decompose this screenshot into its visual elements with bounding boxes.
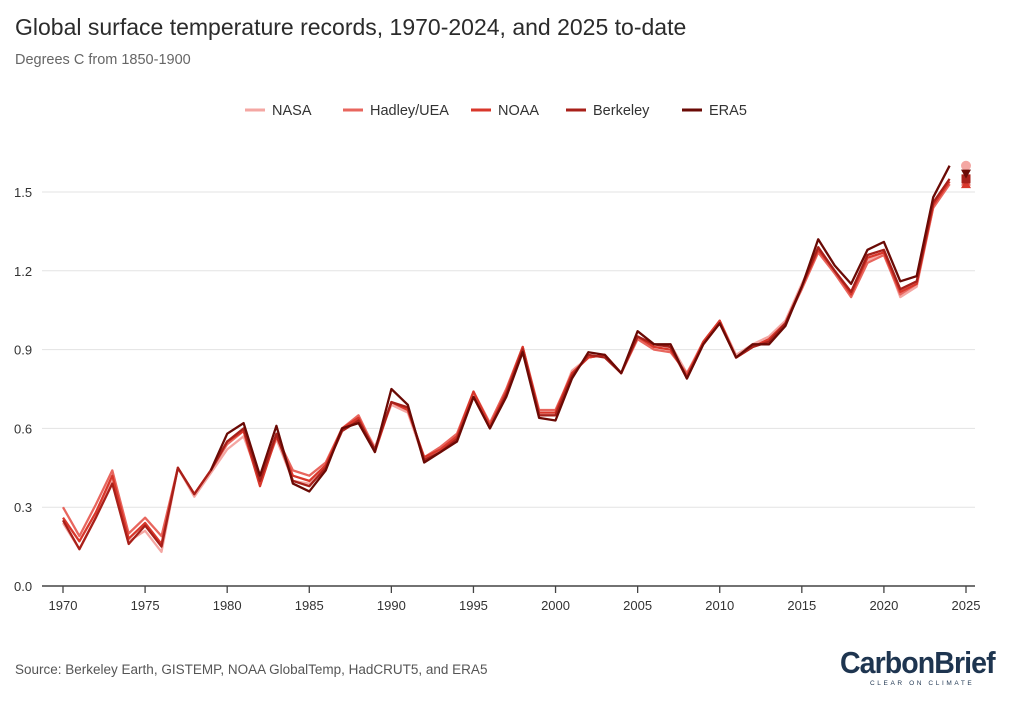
y-tick-label: 0.9	[14, 343, 32, 358]
chart-title: Global surface temperature records, 1970…	[15, 14, 687, 40]
x-tick-label: 2005	[623, 598, 652, 613]
legend-label: ERA5	[709, 103, 747, 119]
marker-2025-noaa	[961, 179, 971, 189]
x-tick-label: 1970	[49, 598, 78, 613]
series-line-nasa	[62, 183, 951, 554]
x-tick-label: 2020	[869, 598, 898, 613]
y-tick-label: 1.5	[14, 185, 32, 200]
legend-label: Hadley/UEA	[370, 103, 449, 119]
logo-wordmark: CarbonBrief	[840, 645, 996, 680]
marker-2025-berkeley	[961, 174, 971, 184]
series-line-berkeley	[61, 178, 951, 551]
source-note: Source: Berkeley Earth, GISTEMP, NOAA Gl…	[15, 662, 488, 677]
x-tick-label: 2010	[705, 598, 734, 613]
series-line-hadley-uea	[61, 183, 951, 538]
x-tick-label: 2000	[541, 598, 570, 613]
marker-2025-nasa	[961, 160, 971, 171]
x-tick-label: 2015	[787, 598, 816, 613]
series-line-era5	[209, 165, 951, 493]
carbonbrief-logo: CarbonBrief CLEAR ON CLIMATE	[840, 645, 996, 688]
chart-subtitle: Degrees C from 1850-1900	[15, 52, 191, 68]
y-tick-label: 0.3	[14, 500, 32, 515]
logo-tagline: CLEAR ON CLIMATE	[870, 680, 975, 687]
x-tick-label: 1980	[213, 598, 242, 613]
y-tick-label: 1.2	[14, 264, 32, 279]
x-tick-label: 1990	[377, 598, 406, 613]
marker-2025-era5	[961, 169, 971, 179]
legend-label: NASA	[272, 103, 312, 119]
x-tick-label: 1975	[131, 598, 160, 613]
y-tick-label: 0.0	[14, 579, 32, 594]
series-line-noaa	[62, 180, 951, 546]
x-tick-label: 2025	[952, 598, 981, 613]
x-tick-label: 1995	[459, 598, 488, 613]
y-tick-label: 0.6	[14, 421, 32, 436]
legend-label: NOAA	[498, 103, 539, 119]
x-tick-label: 1985	[295, 598, 324, 613]
legend-label: Berkeley	[593, 103, 650, 119]
